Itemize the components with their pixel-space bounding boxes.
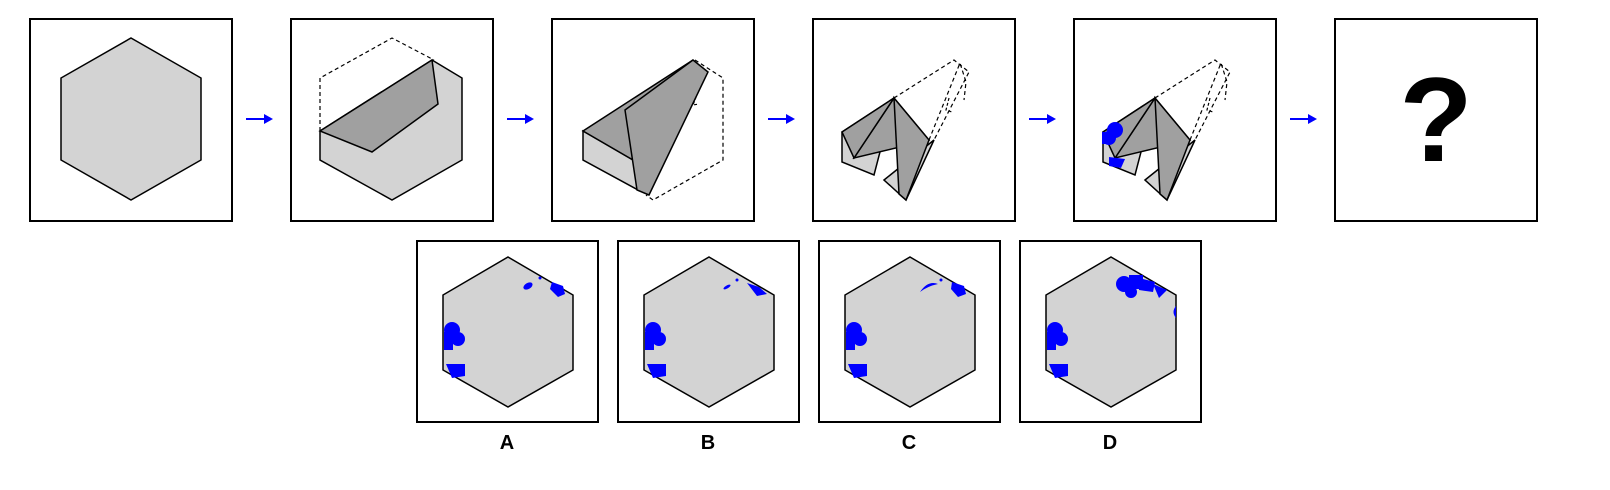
punch-hole-square — [1102, 132, 1112, 144]
fold-outline-dashed — [945, 97, 953, 113]
option-b-label: B — [700, 432, 716, 454]
folded-flap — [841, 97, 895, 160]
right-arrow-icon — [507, 114, 534, 124]
option-d-label: D — [1102, 432, 1118, 454]
paper-hexagon — [60, 37, 202, 201]
punch-hole-square — [848, 364, 867, 378]
step-5-panel — [1073, 18, 1277, 222]
punch-hole-square — [550, 282, 565, 297]
step-4-figure — [841, 59, 970, 202]
option-a-label: A — [499, 432, 515, 454]
answer-question-panel: ? — [1334, 18, 1538, 222]
folded-flap — [1154, 95, 1191, 202]
option-d-panel[interactable] — [1019, 240, 1202, 423]
fold-outline-dashed — [319, 37, 435, 131]
unfolded-hexagon — [442, 256, 574, 408]
punch-hole-square — [1153, 284, 1167, 298]
punch-hole-circle — [652, 332, 666, 346]
fold-outline-dashed — [1189, 61, 1228, 141]
punch-hole-square — [444, 332, 453, 350]
step-1-figure — [60, 37, 202, 201]
folded-flap — [318, 58, 439, 153]
right-arrow-icon — [768, 114, 795, 124]
unfolded-hexagon — [844, 256, 976, 408]
fold-outline-dashed — [645, 59, 724, 201]
right-arrow-icon — [1029, 114, 1056, 124]
right-arrow-icon — [1290, 114, 1317, 124]
punch-hole-circle — [1173, 306, 1176, 318]
punch-hole-circle — [735, 278, 739, 282]
punch-hole-circle — [523, 282, 533, 290]
step-4-panel — [812, 18, 1016, 222]
unfolded-hexagon — [1045, 256, 1177, 408]
fold-outline-dashed — [692, 91, 700, 106]
punch-hole-square — [1109, 157, 1125, 168]
step-5-figure — [1102, 59, 1231, 202]
punch-hole-circle — [451, 332, 465, 346]
punch-hole-square — [747, 283, 767, 296]
punch-hole-square — [1047, 332, 1056, 350]
right-arrow-icon — [246, 114, 273, 124]
punch-hole-square — [846, 332, 855, 350]
question-mark: ? — [1399, 53, 1473, 187]
punch-hole-circle — [723, 284, 731, 290]
option-b-figure — [643, 256, 775, 408]
step-1-panel — [29, 18, 233, 222]
punch-hole-circle — [1054, 332, 1068, 346]
fold-outline-dashed — [1206, 97, 1214, 113]
option-b-panel[interactable] — [617, 240, 800, 423]
option-a-figure — [442, 256, 574, 408]
step-3-panel — [551, 18, 755, 222]
punch-hole-square — [951, 282, 966, 297]
option-c-label: C — [901, 432, 917, 454]
step-3-figure — [581, 59, 724, 201]
punch-hole-square — [645, 332, 654, 350]
option-a-panel[interactable] — [416, 240, 599, 423]
option-c-figure — [844, 256, 976, 408]
option-c-panel[interactable] — [818, 240, 1001, 423]
step-2-figure — [318, 37, 463, 201]
fold-outline-dashed — [928, 61, 967, 141]
folded-flap — [893, 95, 930, 202]
option-d-figure — [1045, 256, 1177, 408]
folded-flap — [624, 59, 709, 196]
punch-hole-square — [647, 364, 666, 378]
step-2-panel — [290, 18, 494, 222]
punch-hole-circle — [920, 283, 938, 292]
punch-hole-circle — [538, 276, 542, 280]
punch-hole-square — [1049, 364, 1068, 378]
punch-hole-square — [446, 364, 465, 378]
punch-hole-circle — [939, 278, 943, 282]
punch-hole-circle — [853, 332, 867, 346]
punch-hole-square — [1139, 278, 1155, 292]
unfolded-hexagon — [643, 256, 775, 408]
